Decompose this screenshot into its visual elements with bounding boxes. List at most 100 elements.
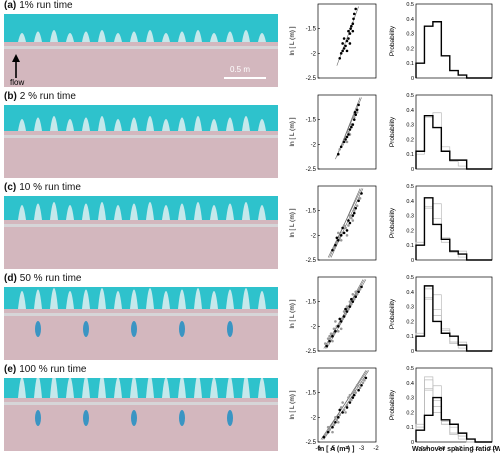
panel-letter: (e) bbox=[4, 364, 17, 375]
fit-line bbox=[336, 97, 361, 157]
histogram-xtick-label: 1.6 bbox=[471, 446, 479, 452]
scatter-point-previous bbox=[347, 307, 350, 311]
experiment-photo bbox=[4, 105, 278, 178]
histogram: Probability 0.5 0.4 0.3 0.2 0.1 0 bbox=[389, 93, 493, 173]
scatter-point-previous bbox=[337, 231, 340, 235]
scatter-point bbox=[338, 317, 342, 321]
scatter-point-previous bbox=[344, 411, 347, 414]
scatter-point bbox=[345, 49, 349, 53]
figure-row: (a) 1% run time flow 0.5 m ln [ L (m) ] -1.5 -… bbox=[0, 0, 500, 88]
scatter-point bbox=[360, 383, 363, 387]
figure-row: (b) 2 % run time ln [ L (m) ] -1.5 -2 -2.5 Pro… bbox=[0, 91, 500, 179]
washover-lobe bbox=[130, 289, 138, 309]
scatter-point bbox=[342, 231, 346, 235]
scatter-point bbox=[347, 219, 350, 222]
washover-lobe bbox=[50, 202, 58, 220]
scatter-point-previous bbox=[332, 423, 336, 427]
washover-lobe bbox=[114, 378, 122, 398]
scatter-point bbox=[344, 44, 347, 48]
scatter-point-previous bbox=[337, 329, 340, 333]
washover-lobe bbox=[242, 202, 250, 220]
washover-lobe bbox=[50, 288, 58, 309]
histogram-bars bbox=[415, 285, 492, 352]
experiment-photo bbox=[4, 287, 278, 360]
histogram-ylabel: Probability bbox=[389, 25, 396, 56]
scatter-point bbox=[357, 290, 360, 294]
scatter-ytick-label: -2.5 bbox=[306, 258, 317, 264]
scatter-point-previous bbox=[347, 130, 350, 134]
washover-lobe bbox=[242, 30, 250, 42]
fit-line bbox=[330, 188, 364, 258]
scatter-point-previous bbox=[335, 418, 339, 422]
row-label: (a) 1% run time bbox=[4, 0, 73, 11]
scatter-point bbox=[345, 229, 349, 232]
histogram-ytick-label: 0 bbox=[411, 258, 414, 264]
scatter-point-previous bbox=[345, 140, 349, 144]
scatter-point bbox=[351, 300, 355, 303]
histogram-ytick-label: 0.5 bbox=[406, 275, 414, 281]
histogram-previous bbox=[415, 385, 492, 443]
scatter-point-previous bbox=[332, 327, 336, 331]
washover-lobe bbox=[178, 378, 186, 398]
washover-lobe bbox=[50, 116, 58, 131]
scatter-point bbox=[342, 37, 346, 40]
experiment-photo: flow 0.5 m bbox=[4, 14, 278, 87]
washover-lobe bbox=[98, 30, 106, 42]
washover-lobe bbox=[194, 378, 202, 398]
washover-lobe bbox=[242, 378, 250, 398]
washover-lobe bbox=[82, 289, 90, 309]
row-label: (c) 10 % run time bbox=[4, 182, 81, 193]
histogram-ylabel: Probability bbox=[389, 389, 396, 420]
panel-letter: (d) bbox=[4, 273, 17, 284]
scatter-point-previous bbox=[344, 226, 347, 230]
histogram-xtick-label: 2.0 bbox=[488, 446, 496, 452]
washover-lobe bbox=[178, 31, 186, 42]
histogram-ytick-label: 0.1 bbox=[406, 425, 414, 431]
scatter-point bbox=[345, 39, 349, 43]
washover-lobe bbox=[66, 291, 74, 309]
row-label: (d) 50 % run time bbox=[4, 273, 81, 284]
histogram-ytick-label: 0.2 bbox=[406, 319, 414, 325]
scatter-point-previous bbox=[337, 420, 340, 424]
histogram-ytick-label: 0.3 bbox=[406, 123, 414, 129]
scatter-frame bbox=[317, 276, 377, 352]
scatter-point-previous bbox=[338, 322, 342, 326]
histogram-ytick-label: 0.1 bbox=[406, 61, 414, 67]
dye-deposit bbox=[179, 410, 185, 426]
scatter-point bbox=[357, 103, 360, 107]
histogram-ytick-label: 0.2 bbox=[406, 228, 414, 234]
scatter-point-previous bbox=[332, 332, 336, 336]
scatter-point bbox=[339, 320, 343, 323]
histogram-previous bbox=[415, 206, 492, 261]
washover-lobe bbox=[66, 119, 74, 131]
scatter-point bbox=[339, 145, 343, 149]
histogram-ytick-label: 0.4 bbox=[406, 290, 414, 296]
arrow-head-icon bbox=[12, 54, 20, 62]
washover-lobe bbox=[162, 291, 170, 309]
scatter-point-previous bbox=[351, 292, 355, 296]
scatter-point-previous bbox=[329, 332, 333, 336]
scatter-point bbox=[341, 42, 344, 45]
scatter-xtick-label: -5 bbox=[330, 446, 336, 452]
scatter-plot: ln [ L (m) ] -1.5 -2 -2.5 bbox=[289, 94, 377, 173]
histogram-frame bbox=[415, 94, 493, 170]
histogram: Probability 0.5 0.4 0.3 0.2 0.1 0 0.4 0.8 1.2 1.6 2… bbox=[389, 366, 496, 452]
scatter-ytick-label: -2 bbox=[311, 324, 317, 330]
dye-deposit bbox=[131, 321, 137, 337]
washover-lobe bbox=[98, 288, 106, 309]
dye-deposit bbox=[227, 410, 233, 426]
washover-lobe bbox=[210, 205, 218, 220]
scatter-point bbox=[345, 135, 349, 139]
scatter-point-previous bbox=[355, 110, 359, 114]
scatter-point-previous bbox=[354, 290, 357, 294]
run-time-label: 50 % run time bbox=[19, 273, 82, 284]
histogram-bars bbox=[415, 21, 492, 79]
scatter-point-previous bbox=[339, 406, 343, 409]
histogram-ytick-label: 0 bbox=[411, 349, 414, 355]
histogram-xtick-label: 0.8 bbox=[438, 446, 446, 452]
scatter-point-previous bbox=[338, 236, 342, 240]
histogram-xlabel: Washover spacing ratio (W/L) bbox=[412, 446, 500, 453]
scatter-point-previous bbox=[355, 383, 359, 387]
histogram-bars bbox=[415, 396, 492, 443]
dye-deposit bbox=[83, 410, 89, 426]
